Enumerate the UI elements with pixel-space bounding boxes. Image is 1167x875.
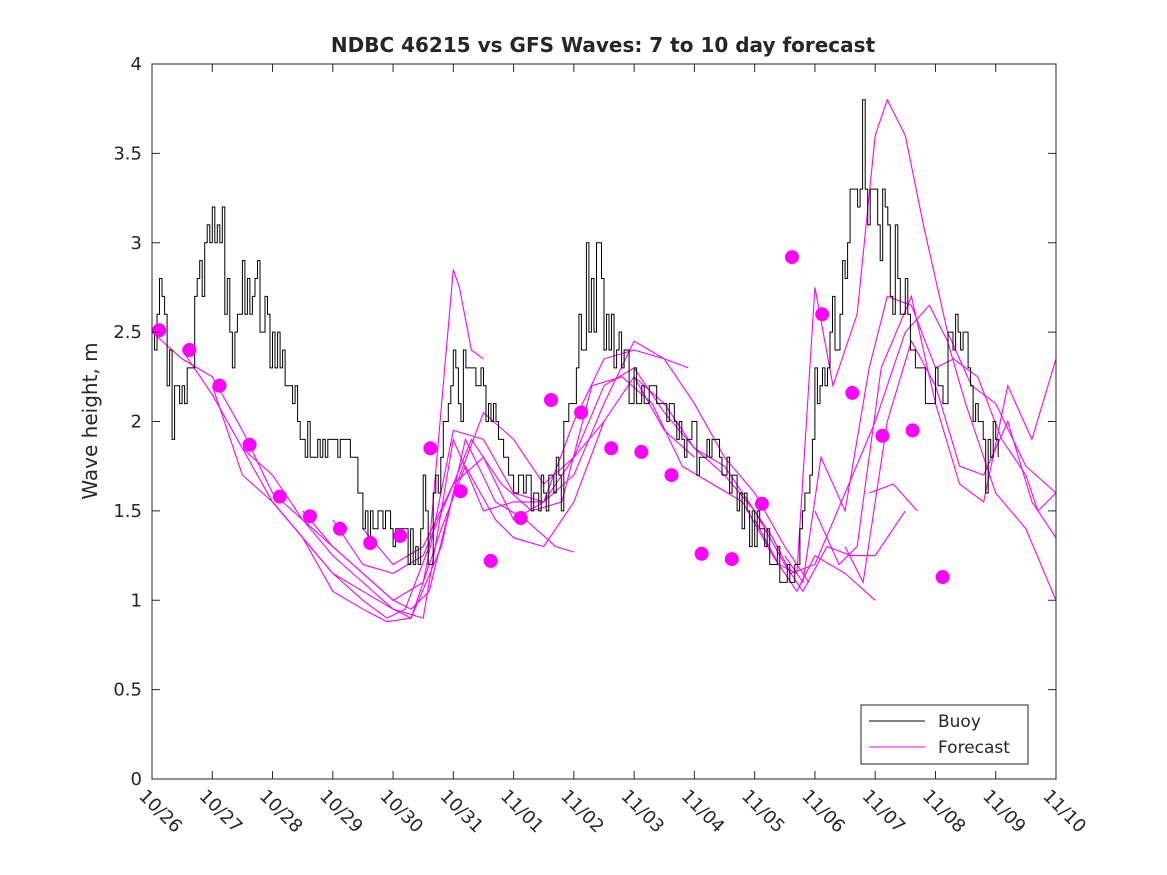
forecast-marker bbox=[333, 521, 347, 536]
forecast-marker bbox=[875, 428, 890, 443]
forecast-series-run5 bbox=[272, 375, 695, 619]
forecast-marker bbox=[845, 385, 860, 400]
forecast-marker bbox=[574, 405, 589, 420]
y-tick-label: 0.5 bbox=[113, 680, 142, 701]
forecast-marker bbox=[242, 437, 257, 452]
forecast-marker bbox=[815, 307, 830, 322]
forecast-series-run14 bbox=[869, 483, 918, 512]
y-tick-label: 3 bbox=[131, 233, 142, 254]
forecast-marker bbox=[754, 496, 769, 511]
forecast-marker bbox=[664, 468, 679, 483]
forecast-marker bbox=[453, 484, 468, 499]
forecast-marker bbox=[544, 393, 558, 407]
forecast-marker bbox=[634, 444, 649, 459]
buoy-series bbox=[152, 99, 999, 583]
forecast-marker bbox=[785, 250, 799, 265]
forecast-marker bbox=[272, 489, 287, 504]
forecast-marker bbox=[905, 423, 920, 438]
y-tick-label: 2 bbox=[131, 412, 142, 433]
legend: Buoy Forecast bbox=[860, 704, 1029, 765]
forecast-marker bbox=[694, 546, 709, 561]
forecast-marker bbox=[423, 441, 438, 456]
y-tick-label: 2.5 bbox=[113, 322, 142, 343]
forecast-marker bbox=[152, 323, 167, 338]
y-axis-ticks: 0 0.5 1 1.5 2 2.5 3 3.5 4 bbox=[113, 54, 1056, 790]
forecast-marker bbox=[302, 509, 317, 524]
legend-box bbox=[860, 704, 1029, 765]
forecast-marker bbox=[604, 441, 619, 456]
legend-buoy-label: Buoy bbox=[938, 712, 981, 732]
forecast-marker bbox=[182, 343, 197, 357]
forecast-series-run13 bbox=[844, 339, 1057, 585]
forecast-marker bbox=[483, 553, 498, 568]
y-tick-label: 3.5 bbox=[113, 143, 142, 164]
forecast-marker bbox=[724, 552, 739, 567]
chart-title: NDBC 46215 vs GFS Waves: 7 to 10 day for… bbox=[331, 33, 876, 57]
forecast-marker bbox=[393, 528, 408, 543]
plot-area bbox=[151, 63, 1057, 780]
forecast-marker bbox=[935, 570, 950, 584]
forecast-marker bbox=[513, 511, 528, 525]
forecast-series-run4 bbox=[242, 349, 689, 619]
y-tick-label: 4 bbox=[131, 54, 142, 75]
y-tick-label: 1 bbox=[131, 590, 142, 611]
y-axis-label: Wave height, m bbox=[78, 342, 102, 499]
forecast-series-run2 bbox=[181, 269, 484, 619]
y-tick-label: 1.5 bbox=[113, 501, 142, 522]
y-tick-label: 0 bbox=[131, 769, 142, 790]
forecast-series-run10 bbox=[754, 98, 1057, 575]
legend-forecast-label: Forecast bbox=[938, 738, 1010, 758]
forecast-marker bbox=[363, 536, 378, 550]
forecast-series-run9 bbox=[633, 304, 1057, 601]
forecast-marker bbox=[212, 378, 227, 393]
